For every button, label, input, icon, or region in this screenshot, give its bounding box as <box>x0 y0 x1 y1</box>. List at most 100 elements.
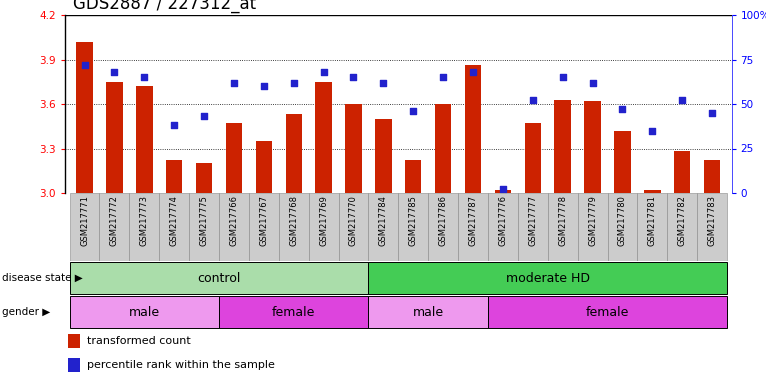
Bar <box>77 42 93 193</box>
Point <box>557 74 569 80</box>
Text: GSM217781: GSM217781 <box>648 195 656 246</box>
Bar <box>428 193 458 261</box>
Bar <box>644 190 660 193</box>
Bar <box>525 123 541 193</box>
Bar <box>674 151 690 193</box>
Point <box>198 113 210 119</box>
Text: GSM217785: GSM217785 <box>409 195 417 246</box>
Text: GSM217769: GSM217769 <box>319 195 328 246</box>
Point <box>287 79 300 86</box>
Text: female: female <box>272 306 316 318</box>
Point <box>467 69 480 75</box>
Text: GSM217767: GSM217767 <box>260 195 268 246</box>
Bar <box>286 114 302 193</box>
Point <box>228 79 240 86</box>
Text: GSM217770: GSM217770 <box>349 195 358 246</box>
Bar <box>70 262 368 294</box>
Point <box>497 186 509 192</box>
Text: GSM217787: GSM217787 <box>469 195 477 246</box>
Bar <box>555 99 571 193</box>
Point <box>587 79 599 86</box>
Bar <box>488 296 727 328</box>
Text: GSM217773: GSM217773 <box>140 195 149 246</box>
Bar <box>637 193 667 261</box>
Bar <box>106 82 123 193</box>
Bar <box>368 296 488 328</box>
Text: GSM217783: GSM217783 <box>708 195 717 246</box>
Point <box>347 74 359 80</box>
Text: GSM217775: GSM217775 <box>200 195 208 246</box>
Text: GSM217778: GSM217778 <box>558 195 567 246</box>
Point <box>706 110 719 116</box>
Bar <box>495 190 511 193</box>
Point <box>617 106 629 113</box>
Text: control: control <box>198 271 241 285</box>
Bar <box>309 193 339 261</box>
Text: GSM217771: GSM217771 <box>80 195 89 246</box>
Bar <box>70 296 219 328</box>
Point <box>317 69 329 75</box>
Bar <box>68 334 80 348</box>
Text: GSM217766: GSM217766 <box>230 195 238 246</box>
Text: male: male <box>413 306 444 318</box>
Bar <box>518 193 548 261</box>
Point <box>676 98 689 104</box>
Bar <box>196 163 212 193</box>
Bar <box>458 193 488 261</box>
Bar <box>279 193 309 261</box>
Bar <box>189 193 219 261</box>
Point <box>168 122 180 128</box>
Bar <box>219 296 368 328</box>
Text: moderate HD: moderate HD <box>506 271 590 285</box>
Bar <box>136 86 152 193</box>
Bar <box>166 161 182 193</box>
Text: GSM217782: GSM217782 <box>678 195 687 246</box>
Bar <box>435 104 451 193</box>
Bar <box>316 82 332 193</box>
Bar <box>405 161 421 193</box>
Point <box>138 74 150 80</box>
Bar <box>159 193 189 261</box>
Bar <box>704 161 720 193</box>
Point <box>527 98 539 104</box>
Text: GSM217780: GSM217780 <box>618 195 627 246</box>
Point <box>437 74 450 80</box>
Bar <box>578 193 607 261</box>
Text: GSM217772: GSM217772 <box>110 195 119 246</box>
Bar <box>465 65 481 193</box>
Bar <box>667 193 697 261</box>
Bar <box>345 104 362 193</box>
Point <box>108 69 120 75</box>
Text: male: male <box>129 306 160 318</box>
Bar <box>129 193 159 261</box>
Text: GDS2887 / 227312_at: GDS2887 / 227312_at <box>73 0 256 13</box>
Bar <box>375 119 391 193</box>
Bar <box>398 193 428 261</box>
Text: GSM217776: GSM217776 <box>499 195 507 246</box>
Bar <box>584 101 601 193</box>
Bar <box>68 358 80 372</box>
Bar <box>219 193 249 261</box>
Bar <box>70 193 100 261</box>
Point <box>78 62 90 68</box>
Point <box>408 108 420 114</box>
Point <box>257 83 270 89</box>
Text: transformed count: transformed count <box>87 336 191 346</box>
Bar <box>488 193 518 261</box>
Bar <box>249 193 279 261</box>
Bar <box>607 193 637 261</box>
Text: GSM217768: GSM217768 <box>290 195 298 246</box>
Bar <box>339 193 368 261</box>
Point <box>377 79 389 86</box>
Bar <box>368 193 398 261</box>
Text: GSM217774: GSM217774 <box>170 195 178 246</box>
Bar <box>100 193 129 261</box>
Text: GSM217784: GSM217784 <box>379 195 388 246</box>
Text: percentile rank within the sample: percentile rank within the sample <box>87 360 275 370</box>
Text: GSM217779: GSM217779 <box>588 195 597 246</box>
Bar <box>368 262 727 294</box>
Bar <box>256 141 272 193</box>
Bar <box>226 123 242 193</box>
Bar <box>614 131 630 193</box>
Bar <box>697 193 727 261</box>
